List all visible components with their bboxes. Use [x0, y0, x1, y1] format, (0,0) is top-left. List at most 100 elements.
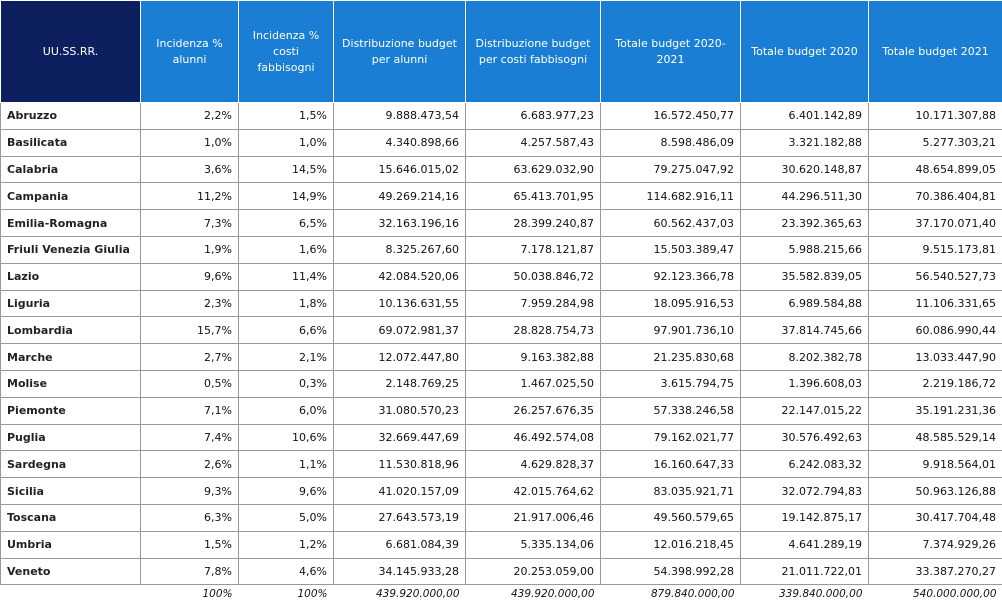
table-row: Puglia 7,4% 10,6% 32.669.447,69 46.492.574,0… [0, 423, 1002, 452]
table-cell: 37.814.745,66 [740, 316, 869, 345]
table-cell: 3.321.182,88 [740, 128, 869, 157]
table-row: Abruzzo 2,2% 1,5% 9.888.473,54 6.683.977,23 1… [0, 102, 1002, 130]
table-cell: 42.015.764,62 [465, 477, 601, 505]
table-cell: 46.492.574,08 [465, 423, 601, 452]
total-cell: 439.920.000,00 [376, 588, 460, 601]
column-header: UU.SS.RR. [0, 0, 141, 103]
table-cell: 11,2% [140, 182, 239, 211]
table-cell: 60.086.990,44 [868, 316, 1002, 345]
table-cell: 7.178.121,87 [465, 235, 601, 264]
table-cell: 9.515.173,81 [868, 235, 1002, 264]
table-cell: 2,6% [140, 450, 239, 479]
table-cell: 41.020.157,09 [333, 477, 466, 505]
total-cell: 439.920.000,00 [511, 588, 595, 601]
table-cell: 1.467.025,50 [465, 369, 601, 398]
table-cell [1, 585, 141, 604]
table-row: Lombardia 15,7% 6,6% 69.072.981,37 28.828.75… [0, 316, 1002, 345]
table-cell: 0,3% [238, 369, 334, 398]
region-name: Campania [0, 182, 141, 211]
table-row: Umbria 1,5% 1,2% 6.681.084,39 5.335.134,06 12… [0, 530, 1002, 559]
table-cell: 7,1% [140, 396, 239, 425]
table-cell: 2,1% [238, 343, 334, 371]
table-cell: 6.242.083,32 [740, 450, 869, 479]
table-cell: 1,8% [238, 289, 334, 318]
table-cell: 7,3% [140, 209, 239, 237]
region-name: Molise [0, 369, 141, 398]
table-cell: 9,6% [140, 262, 239, 291]
table-cell: 5.277.303,21 [868, 128, 1002, 157]
table-cell: 9.163.382,88 [465, 343, 601, 371]
table-cell: 9,6% [238, 477, 334, 505]
table-cell: 11.530.818,96 [333, 450, 466, 479]
table-cell: 32.072.794,83 [740, 477, 869, 505]
table-cell: 33.387.270,27 [868, 557, 1002, 586]
table-cell: 14,9% [238, 182, 334, 211]
region-name: Piemonte [0, 396, 141, 425]
table-cell: 5,0% [238, 503, 334, 532]
table-cell: 4.629.828,37 [465, 450, 601, 479]
table-row: Piemonte 7,1% 6,0% 31.080.570,23 26.257.676,… [0, 396, 1002, 425]
table-cell: 4.340.898,66 [333, 128, 466, 157]
table-cell: 8.598.486,09 [600, 128, 741, 157]
header-row: UU.SS.RR. Incidenza % alunni Incidenza % c… [0, 0, 1002, 103]
table-cell: 79.162.021,77 [600, 423, 741, 452]
region-name: Sardegna [0, 450, 141, 479]
table-cell: 30.417.704,48 [868, 503, 1002, 532]
table-cell: 1,6% [238, 235, 334, 264]
table-cell: 7.374.929,26 [868, 530, 1002, 559]
total-cell: 100% [202, 588, 233, 601]
table-cell: 65.413.701,95 [465, 182, 601, 211]
table-cell: 11,4% [238, 262, 334, 291]
table-cell: 11.106.331,65 [868, 289, 1002, 318]
table-cell: 1.396.608,03 [740, 369, 869, 398]
table-cell: 50.038.846,72 [465, 262, 601, 291]
table-cell: 2,7% [140, 343, 239, 371]
table-row: Marche 2,7% 2,1% 12.072.447,80 9.163.382,88 2… [0, 343, 1002, 371]
region-name: Marche [0, 343, 141, 371]
table-cell: 28.399.240,87 [465, 209, 601, 237]
table-cell: 50.963.126,88 [868, 477, 1002, 505]
region-name: Lombardia [0, 316, 141, 345]
table-cell: 83.035.921,71 [600, 477, 741, 505]
region-name: Veneto [0, 557, 141, 586]
table-cell: 92.123.366,78 [600, 262, 741, 291]
table-cell: 3.615.794,75 [600, 369, 741, 398]
column-header: Totale budget 2020 [740, 0, 869, 103]
table-cell: 4,6% [238, 557, 334, 586]
table-cell: 19.142.875,17 [740, 503, 869, 532]
table-cell: 49.269.214,16 [333, 182, 466, 211]
table-cell: 30.620.148,87 [740, 155, 869, 184]
table-cell: 15,7% [140, 316, 239, 345]
table-cell: 60.562.437,03 [600, 209, 741, 237]
table-cell: 15.503.389,47 [600, 235, 741, 264]
region-name: Puglia [0, 423, 141, 452]
table-cell: 1,0% [140, 128, 239, 157]
table-cell: 6.989.584,88 [740, 289, 869, 318]
table-cell: 1,1% [238, 450, 334, 479]
table-cell: 44.296.511,30 [740, 182, 869, 211]
table-cell: 7.959.284,98 [465, 289, 601, 318]
table-cell: 27.643.573,19 [333, 503, 466, 532]
column-header: Incidenza % alunni [140, 0, 239, 103]
table-cell: 54.398.992,28 [600, 557, 741, 586]
table-cell: 14,5% [238, 155, 334, 184]
table-cell: 6.401.142,89 [740, 102, 869, 130]
table-cell: 6.683.977,23 [465, 102, 601, 130]
table-cell: 23.392.365,63 [740, 209, 869, 237]
table-cell: 6.681.084,39 [333, 530, 466, 559]
table-cell: 7,8% [140, 557, 239, 586]
table-cell: 15.646.015,02 [333, 155, 466, 184]
table-cell: 63.629.032,90 [465, 155, 601, 184]
table-row: Friuli Venezia Giulia 1,9% 1,6% 8.325.267,6… [0, 235, 1002, 264]
total-cell: 339.840.000,00 [779, 588, 863, 601]
table-cell: 10.136.631,55 [333, 289, 466, 318]
table-cell: 7,4% [140, 423, 239, 452]
table-row: Liguria 2,3% 1,8% 10.136.631,55 7.959.284,98… [0, 289, 1002, 318]
table-row: Campania 11,2% 14,9% 49.269.214,16 65.413.70… [0, 182, 1002, 211]
table-cell: 1,5% [238, 102, 334, 130]
table-row: Calabria 3,6% 14,5% 15.646.015,02 63.629.032… [0, 155, 1002, 184]
table-cell: 10.171.307,88 [868, 102, 1002, 130]
region-name: Liguria [0, 289, 141, 318]
totals-row: 100% 100% 439.920.000,00 439.920.000,00 879.… [1, 585, 1002, 604]
